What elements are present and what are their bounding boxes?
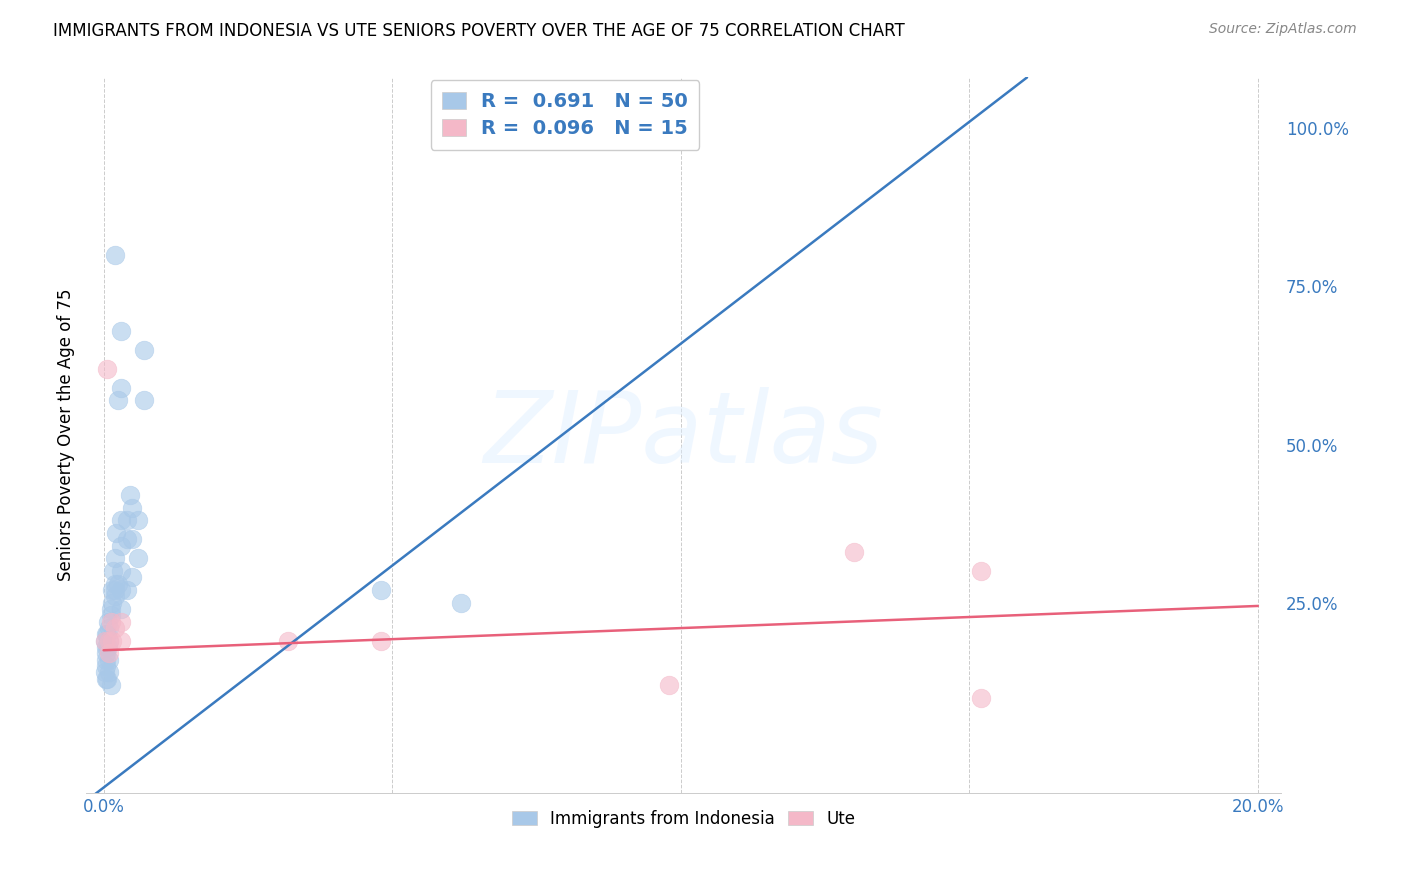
Point bbox=[98, 647, 121, 661]
Point bbox=[132, 343, 155, 357]
Point bbox=[370, 583, 392, 598]
Text: Source: ZipAtlas.com: Source: ZipAtlas.com bbox=[1209, 22, 1357, 37]
Point bbox=[104, 590, 127, 604]
Text: IMMIGRANTS FROM INDONESIA VS UTE SENIORS POVERTY OVER THE AGE OF 75 CORRELATION : IMMIGRANTS FROM INDONESIA VS UTE SENIORS… bbox=[53, 22, 905, 40]
Point bbox=[97, 621, 120, 635]
Point bbox=[118, 488, 141, 502]
Point bbox=[94, 633, 117, 648]
Point bbox=[132, 393, 155, 408]
Point bbox=[104, 576, 127, 591]
Point bbox=[110, 602, 132, 616]
Point bbox=[110, 633, 132, 648]
Point bbox=[94, 665, 117, 680]
Point bbox=[96, 672, 118, 686]
Point bbox=[450, 596, 472, 610]
Point bbox=[970, 564, 993, 578]
Text: ZIPatlas: ZIPatlas bbox=[484, 386, 883, 483]
Point bbox=[96, 627, 118, 641]
Point bbox=[115, 533, 138, 547]
Point bbox=[110, 514, 132, 528]
Point bbox=[121, 533, 143, 547]
Point bbox=[107, 576, 129, 591]
Point bbox=[97, 615, 120, 629]
Point bbox=[96, 647, 118, 661]
Point bbox=[110, 583, 132, 598]
Point bbox=[370, 633, 392, 648]
Point bbox=[105, 526, 128, 541]
Point bbox=[277, 633, 299, 648]
Point bbox=[101, 564, 124, 578]
Point bbox=[97, 640, 120, 654]
Point bbox=[94, 659, 117, 673]
Point bbox=[94, 640, 117, 654]
Point bbox=[658, 678, 681, 692]
Point bbox=[115, 514, 138, 528]
Point bbox=[104, 583, 127, 598]
Legend: Immigrants from Indonesia, Ute: Immigrants from Indonesia, Ute bbox=[505, 803, 862, 834]
Point bbox=[127, 514, 149, 528]
Point bbox=[101, 596, 124, 610]
Point bbox=[110, 539, 132, 553]
Point bbox=[110, 324, 132, 338]
Point bbox=[970, 690, 993, 705]
Point bbox=[110, 381, 132, 395]
Point bbox=[121, 500, 143, 515]
Y-axis label: Seniors Poverty Over the Age of 75: Seniors Poverty Over the Age of 75 bbox=[58, 289, 75, 582]
Point bbox=[100, 678, 122, 692]
Point bbox=[101, 583, 124, 598]
Point bbox=[110, 615, 132, 629]
Point bbox=[104, 621, 127, 635]
Point bbox=[100, 608, 122, 623]
Point bbox=[115, 583, 138, 598]
Point bbox=[101, 633, 124, 648]
Point bbox=[104, 551, 127, 566]
Point bbox=[127, 551, 149, 566]
Point bbox=[121, 570, 143, 584]
Point bbox=[100, 602, 122, 616]
Point bbox=[98, 633, 121, 648]
Point bbox=[107, 393, 129, 408]
Point bbox=[98, 653, 121, 667]
Point bbox=[98, 665, 121, 680]
Point bbox=[94, 653, 117, 667]
Point bbox=[96, 627, 118, 641]
Point bbox=[100, 615, 122, 629]
Point bbox=[98, 633, 121, 648]
Point bbox=[96, 672, 118, 686]
Point bbox=[110, 564, 132, 578]
Point bbox=[842, 545, 865, 559]
Point bbox=[94, 633, 117, 648]
Point bbox=[96, 361, 118, 376]
Point bbox=[104, 247, 127, 261]
